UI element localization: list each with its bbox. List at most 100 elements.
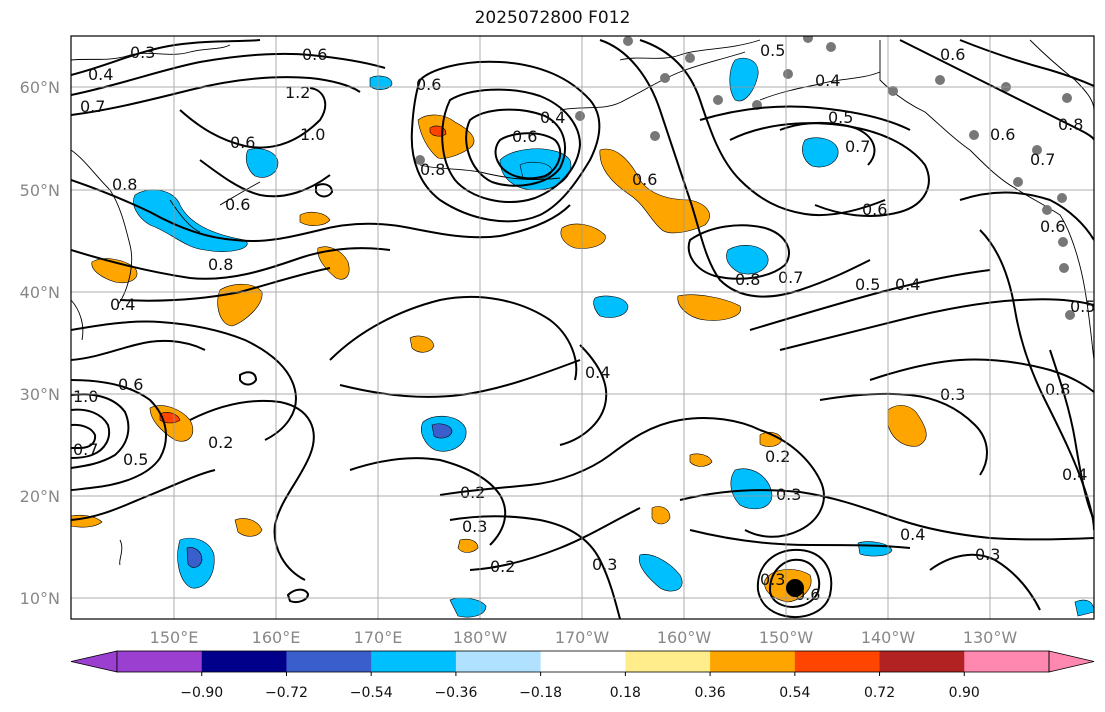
longitude-tick-label: 160°E: [252, 628, 301, 647]
contour-label: 0.7: [80, 97, 105, 116]
contour-label: 0.8: [112, 175, 137, 194]
colorbar-segment: [625, 651, 711, 672]
longitude-tick-label: 170°E: [354, 628, 403, 647]
map-panel: 0.3 0.4 0.7 0.6 1.2 1.0 0.6 0.8 0.6 0.8 …: [71, 36, 1095, 619]
colorbar-extend-max: [1048, 650, 1095, 673]
longitude-tick-label: 170°W: [555, 628, 610, 647]
gridlines: [71, 36, 1094, 619]
contour-label: 1.0: [73, 387, 98, 406]
contour-label: 0.8: [208, 255, 233, 274]
colorbar-segment: [117, 651, 203, 672]
contour-label: 0.2: [460, 483, 485, 502]
colorbar-extend-min: [70, 650, 118, 673]
negative-patch: [726, 245, 769, 275]
colorbar-segment: [540, 651, 626, 672]
positive-patch: [689, 453, 713, 467]
colorbar-segment: [371, 651, 457, 672]
contour-label: 0.6: [230, 133, 255, 152]
contour-label: 0.8: [420, 160, 445, 179]
contour-label: 0.4: [540, 108, 565, 127]
contour-label: 0.2: [490, 557, 515, 576]
colorbar-segment: [879, 651, 965, 672]
latitude-tick-label: 40°N: [20, 283, 60, 302]
contour-label: 0.4: [1062, 465, 1087, 484]
contour-label: 0.5: [123, 450, 148, 469]
longitude-tick-label: 160°W: [657, 628, 712, 647]
colorbar-tick-label: −0.54: [350, 685, 393, 701]
contour-label: 0.4: [815, 71, 840, 90]
longitude-tick-label: 150°E: [150, 628, 199, 647]
colorbar-tick-label: 0.72: [864, 685, 895, 701]
contour-label: 0.4: [88, 65, 113, 84]
negative-patch: [730, 468, 773, 510]
colorbar-tick-label: −0.72: [265, 685, 308, 701]
latitude-tick-label: 50°N: [20, 181, 60, 200]
negative-patch: [1074, 599, 1094, 617]
map-frame: [70, 35, 1095, 620]
contour-label: 0.4: [585, 363, 610, 382]
colorbar: [70, 650, 1095, 673]
contour-label: 0.4: [110, 295, 135, 314]
colorbar-segment: [794, 651, 881, 672]
latitude-tick-label: 60°N: [20, 78, 60, 97]
contour-label: 0.6: [302, 45, 327, 64]
negative-patch: [802, 137, 839, 168]
colorbar-segment: [964, 651, 1050, 672]
colorbar-tick-label: 0.36: [695, 685, 726, 701]
contour-label: 0.6: [990, 125, 1015, 144]
contour-lines: [71, 39, 1094, 619]
longitude-tick-label: 150°W: [759, 628, 814, 647]
negative-patch: [729, 57, 759, 102]
contour-label: 0.6: [632, 170, 657, 189]
negative-patch: [638, 554, 683, 592]
positive-patch: [651, 506, 671, 525]
contour-label: 0.6: [118, 375, 143, 394]
contour-label: 0.7: [1030, 150, 1055, 169]
colorbar-tick-label: 0.54: [779, 685, 810, 701]
colorbar-labels: −0.90 −0.72 −0.54 −0.36 −0.18 0.18 0.36 0.54 0.7…: [180, 672, 980, 701]
longitude-tick-label: 140°W: [861, 628, 916, 647]
negative-patch: [245, 148, 279, 178]
contour-label: 0.5: [1070, 297, 1095, 316]
positive-patch: [409, 335, 435, 353]
positive-patch: [299, 211, 331, 226]
positive-patch: [457, 538, 479, 553]
contour-label: 0.7: [778, 268, 803, 287]
latitude-tick-label: 10°N: [20, 589, 60, 608]
contour-label: 0.6: [862, 200, 887, 219]
colorbar-segment: [710, 651, 796, 672]
contour-label: 0.5: [760, 41, 785, 60]
contour-label: 0.6: [1040, 217, 1065, 236]
longitude-labels: 150°E 160°E 170°E 180°W 170°W 160°W 150°W 140°W…: [150, 628, 1018, 647]
latitude-labels: 60°N 50°N 40°N 30°N 20°N 10°N: [20, 78, 60, 608]
positive-patch: [234, 518, 263, 537]
contour-label: 0.3: [975, 545, 1000, 564]
strong-negative-patch: [186, 547, 203, 568]
contour-label: 0.8: [735, 270, 760, 289]
longitude-tick-label: 130°W: [963, 628, 1018, 647]
contour-label: 0.3: [776, 485, 801, 504]
negative-patch: [133, 189, 248, 252]
contour-label: 0.2: [208, 433, 233, 452]
positive-patch: [887, 405, 927, 447]
positive-patch: [677, 294, 742, 321]
contour-label: 0.3: [462, 517, 487, 536]
latitude-tick-label: 30°N: [20, 385, 60, 404]
contour-label: 0.5: [828, 108, 853, 127]
storm-center-marker: [786, 579, 804, 597]
contour-label: 0.7: [845, 137, 870, 156]
contour-label: 0.4: [900, 525, 925, 544]
contour-label: 0.3: [760, 570, 785, 589]
contour-label: 1.0: [300, 125, 325, 144]
strong-negative-patch: [431, 423, 453, 439]
colorbar-segment: [201, 651, 287, 672]
colorbar-tick-label: −0.18: [519, 685, 562, 701]
contour-label: 1.2: [285, 83, 310, 102]
contour-label: 0.6: [225, 195, 250, 214]
contour-label: 0.4: [895, 275, 920, 294]
contour-label-group: 0.3 0.4 0.7 0.6 1.2 1.0 0.6 0.8 0.6 0.8 …: [73, 41, 1095, 604]
colorbar-tick-label: −0.36: [434, 685, 477, 701]
colorbar-tick-label: 0.18: [610, 685, 641, 701]
contour-label: 0.8: [1058, 115, 1083, 134]
